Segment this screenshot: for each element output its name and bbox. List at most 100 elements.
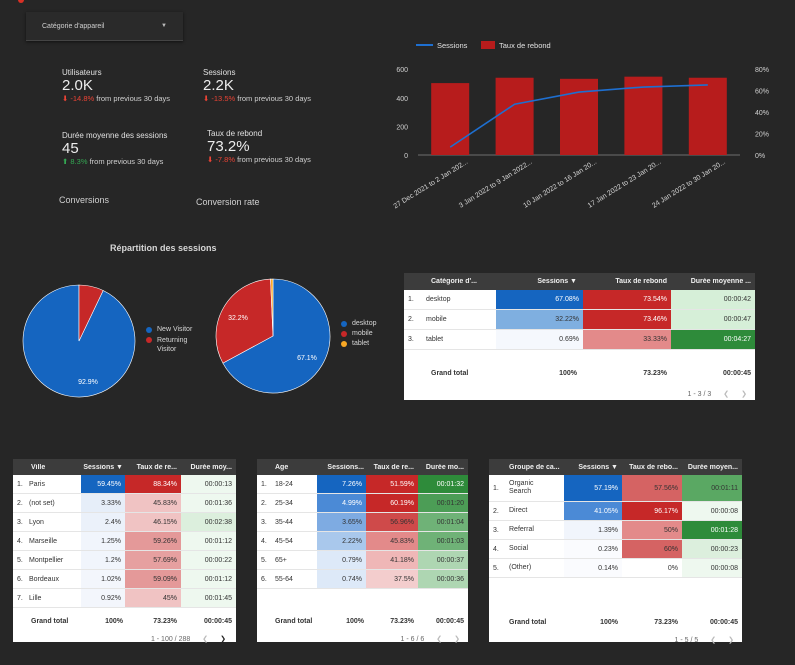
column-header-duration[interactable]: Durée moy... bbox=[190, 463, 233, 471]
row-dimension-value: 25-34 bbox=[275, 499, 293, 507]
y-right-tick-label: 80% bbox=[755, 67, 769, 74]
row-index: 1. bbox=[493, 484, 499, 492]
bounce-rate-bar[interactable] bbox=[688, 77, 727, 155]
device-category-table: Catégorie d'... Sessions ▼ Taux de rebon… bbox=[404, 273, 755, 400]
bounce-rate-bar[interactable] bbox=[431, 83, 470, 155]
row-index: 1. bbox=[17, 480, 23, 488]
cell-bounce: 45% bbox=[125, 589, 181, 607]
table-row[interactable]: 2. Direct 41.05% 96.17% 00:00:08 bbox=[489, 502, 742, 521]
legend-item-returning-visitor[interactable]: Returning Visitor bbox=[146, 336, 206, 354]
table-row[interactable]: 1. Paris 59.45% 88.34% 00:00:13 bbox=[13, 475, 236, 494]
y-right-tick-label: 20% bbox=[755, 132, 769, 139]
chevron-right-icon[interactable]: ❯ bbox=[741, 391, 747, 398]
legend-label-sessions: Sessions bbox=[437, 41, 468, 50]
column-header-bounce[interactable]: Taux de rebo... bbox=[629, 463, 678, 471]
chevron-left-icon[interactable]: ❮ bbox=[723, 391, 730, 398]
chevron-left-icon[interactable]: ❮ bbox=[710, 637, 717, 644]
pie-slice-mobile[interactable] bbox=[215, 278, 274, 364]
table-row[interactable]: 3. Lyon 2.4% 46.15% 00:02:38 bbox=[13, 513, 236, 532]
device-category-filter[interactable]: Catégorie d'appareil ▼ bbox=[26, 12, 183, 41]
city-table: Ville Sessions ▼ Taux de re... Durée moy… bbox=[13, 459, 236, 643]
row-dimension-value: Social bbox=[509, 545, 529, 552]
legend-item-desktop[interactable]: desktop bbox=[341, 320, 377, 327]
grand-total-label: Grand total bbox=[509, 618, 547, 626]
cell-duration: 00:00:08 bbox=[682, 559, 742, 577]
chevron-down-icon[interactable]: ▼ bbox=[161, 23, 167, 29]
column-header-duration[interactable]: Durée moyen... bbox=[687, 463, 738, 471]
cell-sessions: 0.14% bbox=[564, 559, 622, 577]
table-row[interactable]: 6. Bordeaux 1.02% 59.09% 00:01:12 bbox=[13, 570, 236, 589]
table-row[interactable]: 1. Organic Search 57.19% 57.56% 00:01:11 bbox=[489, 475, 742, 502]
table-row[interactable]: 5. 65+ 0.79% 41.18% 00:00:37 bbox=[257, 551, 468, 570]
y-right-tick-label: 40% bbox=[755, 110, 769, 117]
chevron-right-icon[interactable]: ❯ bbox=[454, 636, 460, 643]
grand-total-bounce: 73.23% bbox=[390, 617, 414, 625]
table-row[interactable]: 6. 55-64 0.74% 37.5% 00:00:36 bbox=[257, 570, 468, 589]
x-tick-label: 17 Jan 2022 to 23 Jan 20... bbox=[587, 159, 663, 210]
pie-slice-tablet[interactable] bbox=[270, 278, 274, 337]
chevron-right-icon[interactable]: ❯ bbox=[728, 637, 734, 644]
kpi-users: Utilisateurs 2.0K ⬇ -14.8% from previous… bbox=[62, 68, 170, 103]
table-row[interactable]: 2. (not set) 3.33% 45.83% 00:01:36 bbox=[13, 494, 236, 513]
table-row[interactable]: 4. Social 0.23% 60% 00:00:23 bbox=[489, 540, 742, 559]
column-header-bounce[interactable]: Taux de re... bbox=[373, 463, 414, 471]
column-header-channel[interactable]: Groupe de ca... bbox=[509, 463, 560, 471]
row-index: 4. bbox=[17, 537, 23, 545]
table-row[interactable]: 7. Lille 0.92% 45% 00:01:45 bbox=[13, 589, 236, 608]
table-row[interactable]: 1. 18-24 7.26% 51.59% 00:01:32 bbox=[257, 475, 468, 494]
table-row[interactable]: 3. Referral 1.39% 50% 00:01:28 bbox=[489, 521, 742, 540]
column-header-sessions[interactable]: Sessions... bbox=[327, 463, 364, 471]
legend-item-new-visitor[interactable]: New Visitor bbox=[146, 326, 206, 333]
column-header-bounce[interactable]: Taux de rebond bbox=[615, 278, 667, 285]
cell-sessions: 0.79% bbox=[317, 551, 366, 569]
table-row[interactable]: 5. Montpellier 1.2% 57.69% 00:00:22 bbox=[13, 551, 236, 570]
legend-item-tablet[interactable]: tablet bbox=[341, 340, 377, 347]
row-dimension-value: 65+ bbox=[275, 556, 287, 564]
pie-slice-desktop[interactable] bbox=[222, 278, 331, 394]
table-row[interactable]: 2. 25-34 4.99% 60.19% 00:01:20 bbox=[257, 494, 468, 513]
grand-total-bounce: 73.23% bbox=[153, 617, 177, 625]
cell-sessions: 57.19% bbox=[564, 475, 622, 501]
x-tick-label: 3 Jan 2022 to 9 Jan 2022... bbox=[458, 159, 534, 210]
bounce-rate-bar[interactable] bbox=[624, 76, 663, 155]
legend-swatch bbox=[341, 321, 347, 327]
row-index: 5. bbox=[261, 556, 267, 564]
table-row[interactable]: 1. desktop 67.08% 73.54% 00:00:42 bbox=[404, 290, 755, 310]
cell-sessions: 41.05% bbox=[564, 502, 622, 520]
column-header-sessions[interactable]: Sessions ▼ bbox=[578, 463, 618, 471]
table-row[interactable]: 4. Marseille 1.25% 59.26% 00:01:12 bbox=[13, 532, 236, 551]
column-header-sessions[interactable]: Sessions ▼ bbox=[83, 463, 123, 471]
table-row[interactable]: 3. 35-44 3.65% 56.96% 00:01:04 bbox=[257, 513, 468, 532]
row-dimension-value: Montpellier bbox=[29, 556, 64, 564]
column-header-city[interactable]: Ville bbox=[31, 463, 46, 471]
chevron-right-icon[interactable]: ❯ bbox=[220, 636, 226, 643]
table-row[interactable]: 3. tablet 0.69% 33.33% 00:04:27 bbox=[404, 330, 755, 350]
chevron-left-icon[interactable]: ❮ bbox=[202, 636, 209, 643]
column-header-duration[interactable]: Durée moyenne ... bbox=[690, 278, 751, 285]
table-row[interactable]: 2. mobile 32.22% 73.46% 00:00:47 bbox=[404, 310, 755, 330]
table-row[interactable]: 4. 45-54 2.22% 45.83% 00:01:03 bbox=[257, 532, 468, 551]
cell-bounce: 60% bbox=[622, 540, 682, 558]
table-row[interactable]: 5. (Other) 0.14% 0% 00:00:08 bbox=[489, 559, 742, 578]
column-header-age[interactable]: Âge bbox=[275, 463, 289, 471]
pie-slice-returning-visitor[interactable] bbox=[78, 284, 104, 342]
bounce-rate-bar[interactable] bbox=[495, 77, 534, 155]
chevron-left-icon[interactable]: ❮ bbox=[436, 636, 443, 643]
column-header-device[interactable]: Catégorie d'... bbox=[431, 278, 478, 285]
column-header-sessions[interactable]: Sessions ▼ bbox=[537, 278, 577, 285]
column-header-duration[interactable]: Durée mo... bbox=[425, 463, 464, 471]
row-index: 7. bbox=[17, 594, 23, 602]
row-dimension-value: 35-44 bbox=[275, 518, 293, 526]
sessions-line[interactable] bbox=[449, 84, 708, 148]
kpi-value: 45 bbox=[62, 140, 79, 157]
column-header-bounce[interactable]: Taux de re... bbox=[136, 463, 177, 471]
row-index: 2. bbox=[261, 499, 267, 507]
cell-duration: 00:01:36 bbox=[181, 494, 236, 512]
row-index: 2. bbox=[408, 316, 414, 323]
legend-item-mobile[interactable]: mobile bbox=[341, 330, 377, 337]
cell-duration: 00:01:12 bbox=[181, 570, 236, 588]
kpi-title: Durée moyenne des sessions bbox=[62, 131, 168, 140]
pie-slice-new-visitor[interactable] bbox=[22, 284, 136, 398]
kpi-sessions: Sessions 2.2K ⬇ -13.5% from previous 30 … bbox=[203, 68, 311, 103]
pie-slice-label: 67.1% bbox=[297, 355, 317, 362]
